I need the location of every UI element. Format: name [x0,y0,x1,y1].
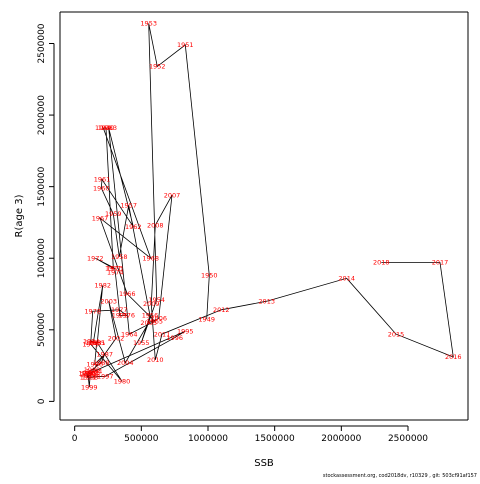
year-label-2007: 2007 [164,191,181,199]
y-axis-label: R(age 3) [14,194,25,237]
year-label-1974: 1974 [107,269,124,277]
year-label-1993: 1993 [81,370,98,378]
year-label-1963: 1963 [100,124,117,132]
year-label-1991: 1991 [80,373,97,381]
y-tick-label: 500000 [37,312,47,347]
year-label-1990: 1990 [78,370,95,378]
y-tick-label: 2000000 [37,95,47,135]
year-label-1970: 1970 [98,124,115,132]
year-label-2000: 2000 [80,370,97,378]
year-label-2008: 2008 [147,222,164,230]
trajectory-line [86,23,454,388]
year-label-1999: 1999 [81,383,98,391]
year-label-2011: 2011 [154,330,171,338]
year-label-2003: 2003 [100,297,117,305]
year-label-1961: 1961 [94,176,111,184]
year-label-1950: 1950 [201,272,218,280]
x-tick-label: 0 [72,434,78,444]
year-label-1955: 1955 [133,339,150,347]
x-tick-label: 1500000 [255,434,295,444]
year-label-1960: 1960 [93,184,110,192]
year-label-2010: 2010 [147,356,164,364]
year-label-1973: 1973 [106,265,123,273]
year-label-1965: 1965 [146,317,163,325]
year-label-1976: 1976 [118,312,135,320]
year-label-2013: 2013 [258,297,275,305]
year-label-1977: 1977 [111,306,128,314]
year-label-2018: 2018 [373,259,390,267]
year-label-1954: 1954 [148,296,165,304]
year-label-2014: 2014 [338,275,355,283]
year-label-1972: 1972 [87,254,104,262]
year-label-1956: 1956 [142,312,159,320]
axes: 0 500000 1000000 1500000 2000000 2500000 0 5000… [37,23,428,444]
x-tick-label: 1000000 [188,434,228,444]
year-label-1984: 1984 [83,338,100,346]
series-line [86,23,454,388]
year-label-1978: 1978 [84,307,101,315]
year-label-1980: 1980 [114,378,131,386]
year-label-1957: 1957 [120,202,137,210]
year-label-1967: 1967 [92,214,109,222]
year-label-1998: 1998 [82,373,99,381]
plot-area [59,11,469,421]
y-tick-label: 1000000 [37,238,47,278]
y-tick-label: 1500000 [37,166,47,206]
year-label-1983: 1983 [85,339,102,347]
year-label-2006: 2006 [150,315,167,323]
year-label-1968: 1968 [142,254,159,262]
year-label-1951: 1951 [177,41,194,49]
year-label-1995: 1995 [177,327,194,335]
year-label-1996: 1996 [166,334,183,342]
x-tick-label: 500000 [124,434,159,444]
year-label-1958: 1958 [111,253,128,261]
year-label-2009: 2009 [143,300,160,308]
year-label-1971: 1971 [105,265,122,273]
year-label-2016: 2016 [445,353,462,361]
year-label-2001: 2001 [83,369,100,377]
year-labels: 1949 1950 1951 1952 1953 1954 1955 1956 1957 1958… [78,20,461,392]
year-label-1989: 1989 [84,366,101,374]
year-label-1966: 1966 [119,290,136,298]
x-tick-label: 2500000 [388,434,428,444]
year-label-1953: 1953 [140,20,157,28]
year-label-2012: 2012 [213,306,230,314]
x-axis-label: SSB [254,458,274,469]
year-label-2005: 2005 [140,319,157,327]
year-label-1964: 1964 [121,330,138,338]
year-label-1987: 1987 [96,350,113,358]
year-label-1979: 1979 [82,340,99,348]
y-tick-label: 2500000 [37,23,47,63]
year-label-1994: 1994 [86,368,103,376]
x-tick-label: 2000000 [321,434,361,444]
year-label-1988: 1988 [93,359,110,367]
year-label-1985: 1985 [88,339,105,347]
year-label-1981: 1981 [89,339,106,347]
year-label-1992: 1992 [84,370,101,378]
year-label-2017: 2017 [432,259,449,267]
year-label-2002: 2002 [108,335,125,343]
year-label-1959: 1959 [105,210,122,218]
year-label-1982: 1982 [94,282,111,290]
year-label-1952: 1952 [149,63,166,71]
year-label-1997: 1997 [97,373,114,381]
year-label-1975: 1975 [112,312,129,320]
year-label-2004: 2004 [117,359,134,367]
footer-credit: stockassessment.org, cod2018dv, r10329 ,… [322,473,477,479]
year-label-1969: 1969 [95,124,112,132]
year-label-1962: 1962 [125,223,142,231]
year-label-1949: 1949 [198,315,215,323]
year-label-2015: 2015 [388,330,405,338]
year-label-1986: 1986 [86,360,103,368]
y-tick-label: 0 [37,398,47,404]
